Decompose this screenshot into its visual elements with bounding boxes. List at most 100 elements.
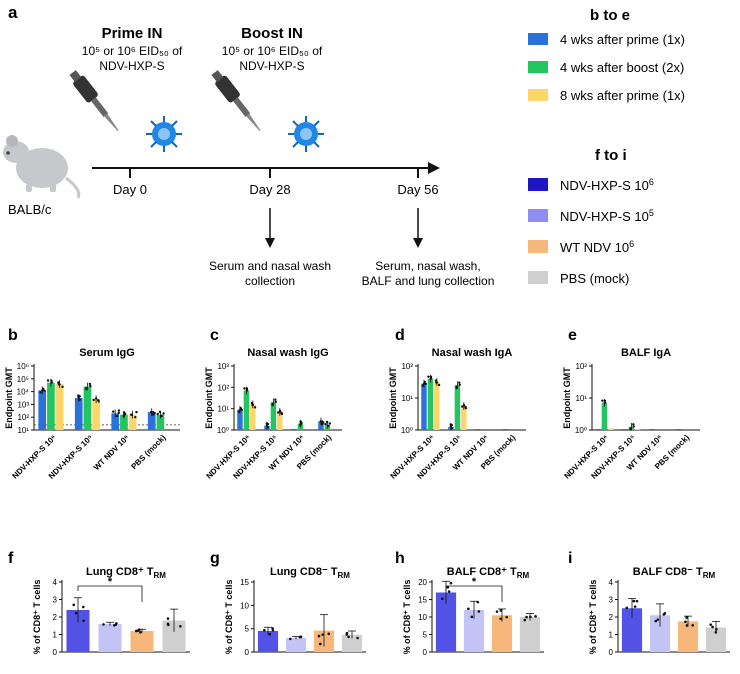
data-point: [268, 632, 272, 636]
data-point: [427, 375, 430, 378]
data-point: [115, 414, 119, 418]
chart-title: BALF CD8⁻ TRM: [633, 566, 716, 580]
data-point: [317, 634, 321, 638]
data-point: [266, 422, 270, 426]
data-point: [632, 423, 635, 426]
data-point: [327, 424, 330, 428]
bar: [463, 610, 485, 652]
data-point: [274, 398, 277, 401]
schematic: BALB/c Day 0 Day 28 Day 56 Prime IN 10⁵ …: [3, 25, 494, 288]
legend-b-to-e: b to e 4 wks after prime (1x) 4 wks afte…: [528, 7, 685, 103]
bar: [508, 429, 515, 430]
y-tick-label: 10¹: [17, 426, 29, 435]
data-point: [179, 625, 182, 628]
bar: [237, 409, 243, 430]
data-point: [289, 637, 292, 641]
y-tick-label: 2: [609, 613, 614, 622]
data-point: [274, 400, 277, 404]
bar: [74, 398, 83, 430]
bar: [98, 624, 122, 652]
data-point: [345, 633, 349, 636]
bar: [47, 382, 55, 430]
bar: [243, 390, 250, 430]
day-label-28: Day 28: [249, 182, 290, 197]
bar: [277, 411, 283, 430]
data-point: [117, 409, 121, 412]
chart-title: BALF CD8⁺ TRM: [447, 566, 530, 580]
legend-fi-label-3: PBS (mock): [560, 271, 629, 286]
bar: [250, 404, 256, 430]
pipette-icon-boost: [211, 70, 261, 132]
data-point: [356, 636, 359, 640]
bar: [635, 429, 641, 430]
data-point: [625, 606, 629, 610]
bar: [128, 414, 137, 430]
data-point: [262, 628, 266, 632]
y-tick-label: 10²: [217, 383, 229, 392]
chart-lung-cd8pos-trm: Lung CD8⁺ TRM 0 1 2 3 4 % of CD8⁺ T cells *: [32, 566, 190, 657]
data-point: [446, 586, 450, 589]
y-tick-label: 10⁰: [575, 426, 587, 435]
collection-28-line1: Serum and nasal wash: [209, 259, 331, 273]
y-tick-label: 3: [609, 596, 614, 605]
data-point: [139, 630, 142, 634]
chart-title: Nasal wash IgA: [432, 347, 513, 359]
data-point: [460, 405, 464, 408]
bar: [622, 429, 628, 430]
bar: [649, 615, 671, 652]
data-point: [324, 422, 327, 426]
data-point: [250, 401, 254, 405]
y-tick-label: 10⁰: [217, 426, 229, 435]
data-point: [239, 408, 242, 411]
data-point: [499, 609, 503, 612]
data-point: [421, 384, 425, 387]
y-axis-label: % of CD8⁺ T cells: [402, 580, 412, 655]
data-point: [46, 379, 50, 382]
data-point: [663, 612, 667, 615]
data-point: [156, 412, 159, 416]
data-point: [92, 398, 95, 402]
bar: [682, 429, 689, 430]
data-point: [280, 411, 283, 415]
data-point: [495, 610, 499, 613]
y-tick-label: 0: [609, 648, 614, 657]
data-point: [266, 426, 269, 429]
bar: [318, 421, 324, 430]
virus-icon-boost: [288, 116, 324, 152]
data-point: [237, 410, 241, 413]
bar: [595, 429, 601, 430]
y-tick-label: 15: [418, 596, 427, 605]
data-point: [318, 642, 322, 646]
data-point: [447, 590, 451, 593]
data-point: [654, 619, 658, 623]
chart-title: Lung CD8⁻ TRM: [270, 566, 350, 580]
y-tick-label: 1: [53, 631, 58, 640]
mouse-icon: [3, 135, 81, 199]
bar: [491, 615, 513, 652]
legend-be-label-0: 4 wks after prime (1x): [560, 32, 685, 47]
data-point: [440, 597, 444, 600]
data-point: [321, 633, 324, 636]
y-tick-label: 2: [53, 613, 58, 622]
bar: [92, 399, 100, 430]
data-point: [94, 397, 98, 400]
y-tick-label: 10⁵: [17, 375, 29, 384]
data-point: [347, 635, 350, 639]
data-point: [112, 410, 115, 413]
bar: [291, 428, 297, 430]
prime-vaccine: NDV-HXP-S: [99, 59, 164, 73]
x-tick-label: NDV-HXP-S 10⁶: [205, 433, 253, 481]
bar: [257, 631, 279, 652]
data-point: [117, 411, 120, 415]
data-point: [325, 420, 329, 424]
data-point: [41, 388, 44, 392]
data-point: [134, 415, 137, 419]
data-point: [464, 405, 467, 409]
bar: [676, 429, 682, 430]
data-point: [458, 381, 461, 384]
boost-dose: 10⁵ or 10⁶ EID₅₀ of: [222, 44, 323, 58]
data-point: [243, 387, 246, 390]
data-point: [685, 616, 688, 619]
legend-fi-label-0: NDV-HXP-S 106: [560, 177, 654, 193]
